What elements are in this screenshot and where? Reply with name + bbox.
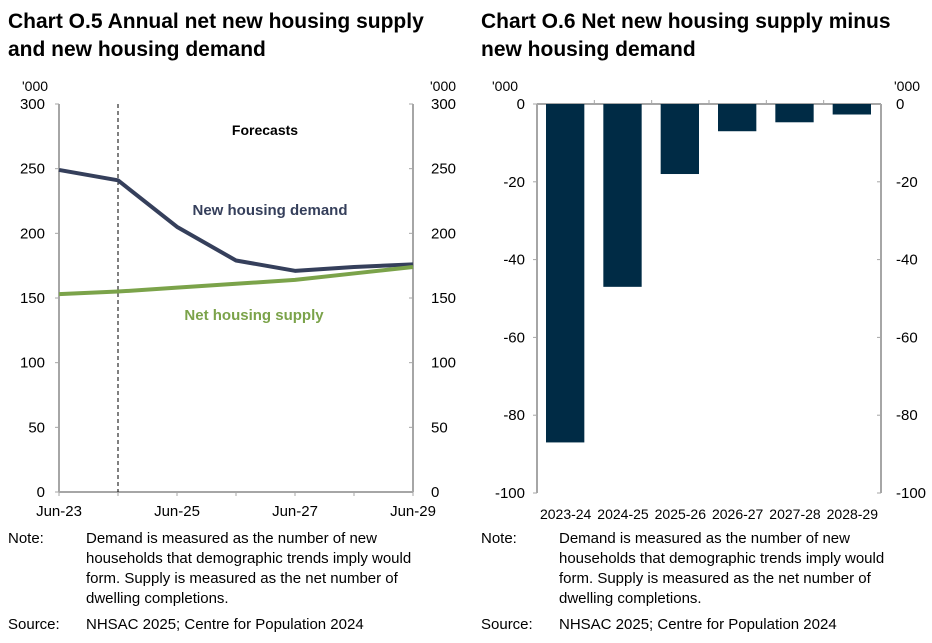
source-text: NHSAC 2025; Centre for Population 2024	[86, 616, 364, 633]
bar-2026-27	[718, 104, 757, 132]
y-tick-label-right: -40	[896, 252, 918, 269]
y-tick-label-right: -100	[896, 485, 926, 502]
y-unit-label: '000	[22, 78, 48, 94]
x-tick-label: Jun-29	[390, 503, 436, 520]
series-label: Net housing supply	[184, 307, 324, 324]
y-tick-label-right: 50	[431, 419, 448, 436]
y-tick-label: -100	[495, 485, 525, 502]
source-text: NHSAC 2025; Centre for Population 2024	[559, 616, 837, 633]
note-text: Demand is measured as the number of new …	[559, 530, 885, 607]
y-tick-label-right: -20	[896, 174, 918, 191]
series-label: New housing demand	[192, 202, 347, 219]
y-tick-label: 0	[517, 96, 525, 113]
x-tick-label: 2027-28	[769, 506, 821, 522]
chart-o6-title: Chart O.6 Net new housing supply minus n…	[481, 10, 891, 61]
bar-2027-28	[775, 104, 814, 123]
y-tick-label-right: 250	[431, 161, 456, 178]
note-text: Demand is measured as the number of new …	[86, 530, 412, 607]
y-tick-label: 300	[20, 96, 45, 113]
y-tick-label: 100	[20, 355, 45, 372]
x-tick-label: Jun-27	[272, 503, 318, 520]
series-line-0	[58, 167, 414, 273]
x-tick-label: Jun-23	[36, 503, 82, 520]
y-tick-label-right: 300	[431, 96, 456, 113]
y-tick-label-right: 0	[431, 484, 439, 501]
series-line-1	[58, 264, 414, 297]
bar-2028-29	[832, 104, 871, 115]
y-unit-label: '000	[492, 78, 518, 94]
y-tick-label-right: -80	[896, 407, 918, 424]
x-tick-label: Jun-25	[154, 503, 200, 520]
source-label: Source:	[481, 616, 533, 633]
source-label: Source:	[8, 616, 60, 633]
y-tick-label: 50	[28, 419, 45, 436]
y-tick-label-right: 0	[896, 96, 904, 113]
note-label: Note:	[8, 530, 44, 547]
y-tick-label: 150	[20, 290, 45, 307]
note-label: Note:	[481, 530, 517, 547]
y-tick-label-right: -60	[896, 329, 918, 346]
y-tick-label: -80	[503, 407, 525, 424]
y-tick-label-right: 200	[431, 225, 456, 242]
chart-o5-notes: Note: Demand is measured as the number o…	[8, 529, 448, 639]
y-tick-label: -20	[503, 174, 525, 191]
x-tick-label: 2026-27	[712, 506, 764, 522]
y-tick-label-right: 100	[431, 355, 456, 372]
x-tick-label: 2028-29	[827, 506, 879, 522]
y-tick-label: -40	[503, 252, 525, 269]
forecast-annotation: Forecasts	[232, 122, 298, 138]
bar-2023-24	[546, 104, 585, 443]
chart-o6-notes: Note: Demand is measured as the number o…	[481, 529, 921, 639]
y-tick-label: 200	[20, 225, 45, 242]
y-tick-label: 250	[20, 161, 45, 178]
y-unit-label-right: '000	[430, 78, 456, 94]
y-unit-label-right: '000	[894, 78, 920, 94]
chart-o5-title: Chart O.5 Annual net new housing supply …	[8, 10, 424, 61]
bar-2024-25	[603, 104, 642, 287]
x-tick-label: 2025-26	[655, 506, 707, 522]
y-tick-label: 0	[37, 484, 45, 501]
y-tick-label-right: 150	[431, 290, 456, 307]
y-tick-label: -60	[503, 329, 525, 346]
bar-2025-26	[660, 104, 699, 175]
x-tick-label: 2023-24	[540, 506, 592, 522]
x-tick-label: 2024-25	[597, 506, 649, 522]
